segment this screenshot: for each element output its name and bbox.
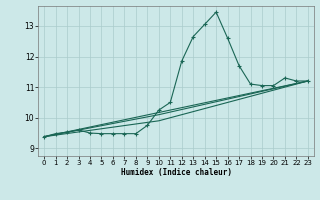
X-axis label: Humidex (Indice chaleur): Humidex (Indice chaleur) (121, 168, 231, 177)
